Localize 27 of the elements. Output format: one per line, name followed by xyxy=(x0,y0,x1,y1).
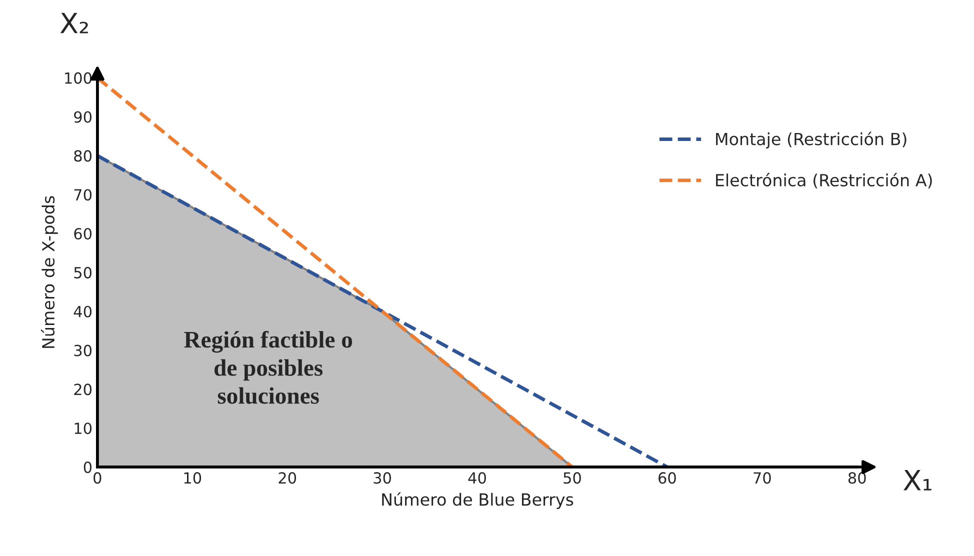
y-tick-label: 30 xyxy=(74,344,92,356)
x-tick-label: 20 xyxy=(278,472,296,484)
legend-label: Electrónica (Restricción A) xyxy=(716,172,932,188)
legend-label: Montaje (Restricción B) xyxy=(716,132,906,149)
y-tick-label: 80 xyxy=(74,150,92,162)
y-tick-label: 60 xyxy=(74,228,92,240)
y-tick-label: 20 xyxy=(74,384,92,396)
x-tick-label: 30 xyxy=(374,472,391,484)
y-tick-label: 100 xyxy=(65,72,92,84)
y-tick-label: 0 xyxy=(84,462,92,474)
x-axis-title: Número de Blue Berrys xyxy=(382,492,574,510)
x-tick-label: 0 xyxy=(94,472,102,484)
text: X₂ xyxy=(60,12,88,34)
text: X₁ xyxy=(904,470,932,490)
x-tick-label: 50 xyxy=(564,472,581,484)
y-tick-label: 90 xyxy=(74,111,92,123)
x-tick-label: 10 xyxy=(184,472,202,484)
y-tick-label: 50 xyxy=(74,266,92,278)
y-tick-label: 40 xyxy=(74,306,92,318)
annotation: Región factible o de posibles soluciones xyxy=(184,330,352,404)
x-tick-label: 80 xyxy=(848,472,866,484)
x-tick-label: 70 xyxy=(754,472,771,484)
y-axis-title: Número de X-pods xyxy=(41,196,58,348)
y-tick-label: 10 xyxy=(74,422,92,434)
x-tick-label: 60 xyxy=(658,472,676,484)
x-tick-label: 40 xyxy=(468,472,486,484)
y-tick-label: 70 xyxy=(74,189,92,201)
